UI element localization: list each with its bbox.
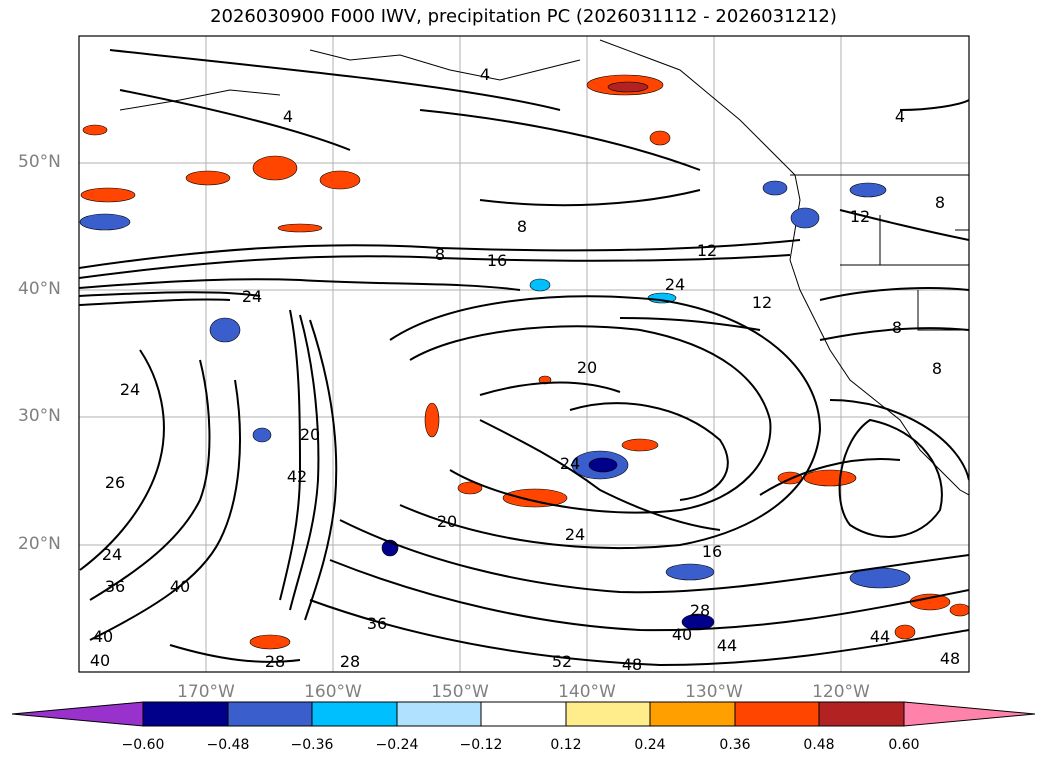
contour-label: 24 [665, 275, 685, 294]
contour-label: 40 [90, 651, 110, 670]
contour-label: 8 [935, 193, 945, 212]
contour-label: 20 [300, 425, 320, 444]
contour-label: 16 [487, 251, 507, 270]
contour-label: 28 [690, 601, 710, 620]
contour-label: 26 [105, 473, 125, 492]
contour-label: 24 [102, 545, 122, 564]
contour-label: 44 [717, 636, 737, 655]
contour-label: 48 [940, 649, 960, 668]
colorbar-swatch [565, 701, 651, 727]
colorbar-tick-label: −0.48 [206, 737, 250, 753]
contour-label: 24 [120, 380, 140, 399]
colorbar-tick-label: −0.24 [375, 737, 419, 753]
colorbar-swatch [818, 701, 905, 727]
colorbar-swatch [734, 701, 820, 727]
contour-label: 4 [895, 107, 905, 126]
contour-label: 8 [932, 359, 942, 378]
colorbar-tick-label: 0.24 [634, 737, 666, 753]
contour-label: 20 [437, 512, 457, 531]
contour-label: 8 [892, 318, 902, 337]
colorbar-swatch [142, 701, 229, 727]
colorbar-swatch [480, 701, 567, 727]
contour-label: 40 [672, 625, 692, 644]
colorbar-tick-label: 0.48 [803, 737, 835, 753]
lon-label: 130°W [685, 682, 743, 702]
colorbar-swatch [311, 701, 398, 727]
contour-label: 24 [560, 454, 580, 473]
precip-patches [79, 74, 969, 650]
colorbar-swatch [649, 701, 736, 727]
lat-label: 20°N [18, 534, 61, 554]
contour-label: 42 [287, 467, 307, 486]
contour-label: 44 [870, 627, 890, 646]
contour-label: 24 [565, 525, 585, 544]
contour-label: 48 [622, 655, 642, 674]
contour-label: 8 [517, 217, 527, 236]
contour-label: 4 [480, 65, 490, 84]
lon-label: 120°W [812, 682, 870, 702]
lat-label: 30°N [18, 406, 61, 426]
contour-label: 4 [283, 107, 293, 126]
map-title: 2026030900 F000 IWV, precipitation PC (2… [210, 6, 837, 27]
contour-label: 20 [577, 358, 597, 377]
contour-label: 52 [552, 652, 572, 671]
colorbar-tick-label: 0.12 [550, 737, 582, 753]
contour-label: 16 [702, 542, 722, 561]
contour-label: 12 [850, 207, 870, 226]
lon-label: 170°W [177, 682, 235, 702]
colorbar-tick-label: 0.60 [888, 737, 920, 753]
colorbar-tick-label: −0.12 [459, 737, 503, 753]
colorbar-tick-label: 0.36 [719, 737, 751, 753]
contour-label: 28 [340, 652, 360, 671]
contour-label: 8 [435, 245, 445, 264]
lon-label: 160°W [304, 682, 362, 702]
contour-label: 12 [697, 241, 717, 260]
map-plot-area: 4 4 4 8 8 8 8 8 12 12 12 16 16 20 20 20 … [79, 36, 969, 674]
colorbar-tick-label: −0.36 [290, 737, 334, 753]
contour-labels: 4 4 4 8 8 8 8 8 12 12 12 16 16 20 20 20 … [90, 65, 960, 674]
contour-label: 36 [105, 577, 125, 596]
colorbar-swatch [227, 701, 313, 727]
contour-label: 28 [265, 652, 285, 671]
colorbar-tick-label: −0.60 [121, 737, 165, 753]
lat-label: 50°N [18, 152, 61, 172]
contour-label: 12 [752, 293, 772, 312]
lon-label: 140°W [558, 682, 616, 702]
iwv-contours [79, 49, 969, 667]
colorbar-swatch [903, 701, 1036, 727]
map-frame [78, 35, 970, 673]
colorbar [11, 701, 1036, 727]
colorbar-swatch [11, 701, 144, 727]
contour-label: 40 [93, 627, 113, 646]
contour-label: 36 [367, 614, 387, 633]
lat-label: 40°N [18, 279, 61, 299]
contour-label: 40 [170, 577, 190, 596]
contour-label: 24 [242, 287, 262, 306]
colorbar-swatch [396, 701, 482, 727]
lon-label: 150°W [431, 682, 489, 702]
